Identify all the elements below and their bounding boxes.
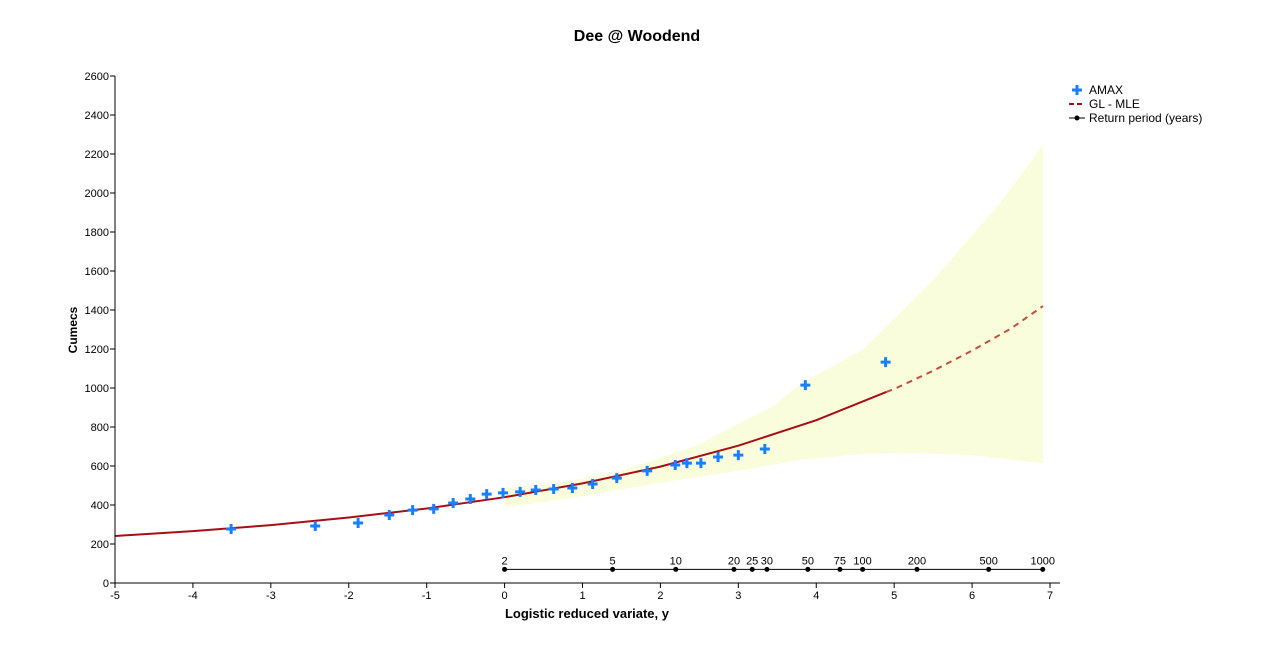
axes: 0200400600800100012001400160018002000220…	[85, 71, 1060, 602]
amax-point	[226, 523, 237, 534]
return-period-dot	[610, 566, 616, 572]
amax-point	[353, 517, 364, 528]
y-tick-label: 600	[91, 461, 109, 473]
return-period-label: 20	[728, 555, 740, 567]
x-tick-label: -5	[110, 590, 120, 602]
y-tick-label: 800	[91, 422, 109, 434]
return-period-dot	[986, 566, 992, 572]
x-tick-label: 2	[657, 590, 663, 602]
return-period-dot	[749, 566, 755, 572]
return-period-dot	[837, 566, 843, 572]
amax-point	[530, 484, 541, 495]
y-tick-label: 400	[91, 500, 109, 512]
return-period-label: 200	[908, 555, 926, 567]
amax-point	[407, 505, 418, 516]
chart-title: Dee @ Woodend	[574, 28, 700, 45]
x-tick-label: 6	[969, 590, 975, 602]
return-period-dot	[502, 566, 508, 572]
return-period-dot	[1040, 566, 1046, 572]
y-tick-label: 1400	[85, 305, 109, 317]
amax-point	[642, 465, 653, 476]
y-tick-label: 2600	[85, 71, 109, 83]
return-period-dot	[731, 566, 737, 572]
amax-point	[880, 357, 891, 368]
amax-point	[587, 478, 598, 489]
amax-point	[567, 483, 578, 494]
return-period-label: 500	[979, 555, 997, 567]
y-tick-label: 1000	[85, 383, 109, 395]
y-tick-label: 1800	[85, 227, 109, 239]
x-tick-label: 5	[891, 590, 897, 602]
confidence-band-area	[504, 145, 1044, 507]
amax-point	[713, 452, 724, 463]
fit-curve	[114, 305, 1044, 537]
legend: AMAX GL - MLE Return period (years)	[1069, 83, 1202, 125]
fit-line-solid	[114, 390, 887, 537]
return-period-axis: 2 5 10 20 25 30 50 75 100 200 500 1000	[502, 555, 1055, 572]
x-tick-label: -3	[266, 590, 276, 602]
legend-item-return-period[interactable]: Return period (years)	[1069, 111, 1202, 125]
return-period-dot	[673, 566, 679, 572]
amax-point	[759, 444, 770, 455]
return-period-dot	[860, 566, 866, 572]
y-tick-label: 1600	[85, 266, 109, 278]
fit-line-dashed	[886, 305, 1044, 393]
return-period-label: 75	[834, 555, 846, 567]
return-period-dot	[805, 566, 811, 572]
x-axis-label: Logistic reduced variate, y	[505, 606, 670, 621]
return-period-label: 30	[761, 555, 773, 567]
return-period-label: 25	[746, 555, 758, 567]
y-tick-label: 2200	[85, 149, 109, 161]
legend-label: Return period (years)	[1089, 111, 1202, 125]
x-tick-label: 0	[502, 590, 508, 602]
x-tick-label: 7	[1047, 590, 1053, 602]
return-period-label: 5	[610, 555, 616, 567]
x-tick-label: -4	[188, 590, 198, 602]
return-period-label: 2	[502, 555, 508, 567]
amax-point	[548, 484, 559, 495]
legend-item-amax[interactable]: AMAX	[1072, 83, 1123, 97]
amax-point	[515, 486, 526, 497]
y-axis-label: Cumecs	[66, 306, 80, 353]
amax-point	[465, 493, 476, 504]
amax-point	[611, 473, 622, 484]
return-period-label: 10	[670, 555, 682, 567]
return-period-label: 50	[802, 555, 814, 567]
amax-point	[670, 460, 681, 471]
amax-point	[310, 521, 321, 532]
dot-icon	[1074, 115, 1080, 121]
amax-point	[695, 458, 706, 469]
amax-point	[733, 450, 744, 461]
x-tick-label: 4	[813, 590, 819, 602]
x-tick-label: 3	[735, 590, 741, 602]
legend-label: GL - MLE	[1089, 97, 1140, 111]
y-tick-label: 1200	[85, 344, 109, 356]
return-period-dot	[764, 566, 770, 572]
amax-point	[681, 458, 692, 469]
x-tick-label: -1	[422, 590, 432, 602]
legend-item-fit[interactable]: GL - MLE	[1069, 97, 1140, 111]
x-tick-label: 1	[579, 590, 585, 602]
y-tick-label: 2400	[85, 110, 109, 122]
amax-point	[800, 380, 811, 391]
amax-points	[226, 357, 891, 534]
y-tick-label: 2000	[85, 188, 109, 200]
amax-point	[448, 498, 459, 509]
amax-point	[481, 489, 492, 500]
return-period-label: 100	[853, 555, 871, 567]
confidence-band	[504, 145, 1044, 507]
amax-point	[428, 503, 439, 514]
y-tick-label: 200	[91, 539, 109, 551]
return-period-dot	[914, 566, 920, 572]
amax-point	[498, 487, 509, 498]
return-period-label: 1000	[1031, 555, 1055, 567]
legend-label: AMAX	[1089, 83, 1123, 97]
amax-point	[384, 509, 395, 520]
y-tick-label: 0	[103, 578, 109, 590]
x-tick-label: -2	[344, 590, 354, 602]
plus-marker-icon	[1072, 85, 1082, 95]
